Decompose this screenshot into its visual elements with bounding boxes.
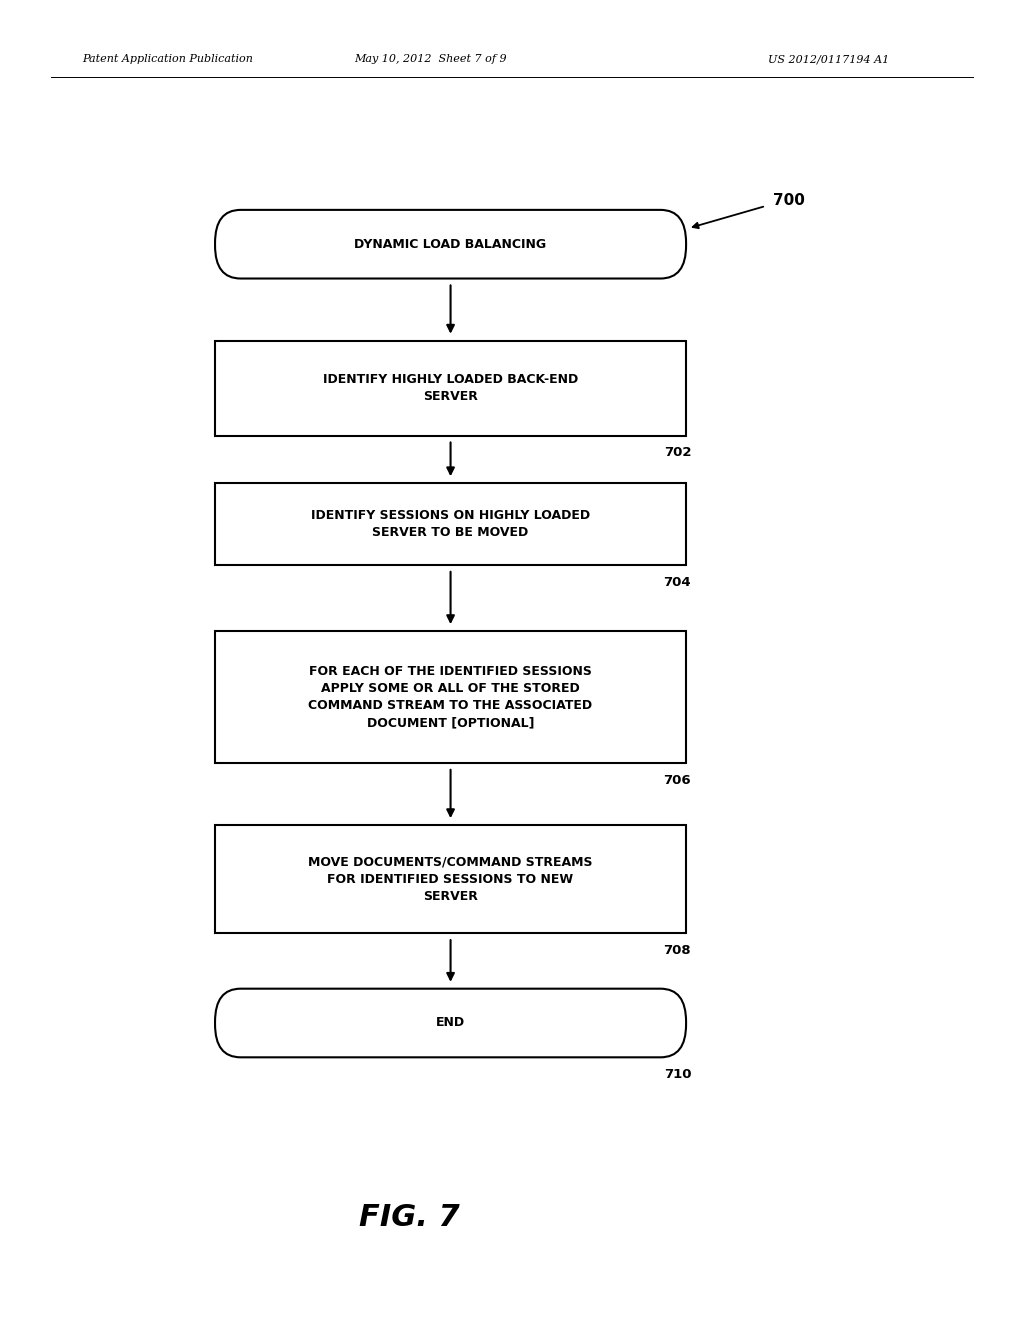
Text: 700: 700 <box>773 193 805 209</box>
Text: 708: 708 <box>664 944 691 957</box>
FancyBboxPatch shape <box>215 631 686 763</box>
Text: 710: 710 <box>664 1068 691 1081</box>
Text: 706: 706 <box>664 774 691 787</box>
FancyBboxPatch shape <box>215 825 686 933</box>
Text: 702: 702 <box>664 446 691 459</box>
Text: FOR EACH OF THE IDENTIFIED SESSIONS
APPLY SOME OR ALL OF THE STORED
COMMAND STRE: FOR EACH OF THE IDENTIFIED SESSIONS APPL… <box>308 665 593 729</box>
FancyBboxPatch shape <box>215 210 686 279</box>
Text: MOVE DOCUMENTS/COMMAND STREAMS
FOR IDENTIFIED SESSIONS TO NEW
SERVER: MOVE DOCUMENTS/COMMAND STREAMS FOR IDENT… <box>308 855 593 903</box>
Text: 704: 704 <box>664 576 691 589</box>
Text: Patent Application Publication: Patent Application Publication <box>82 54 253 65</box>
Text: May 10, 2012  Sheet 7 of 9: May 10, 2012 Sheet 7 of 9 <box>353 54 507 65</box>
FancyBboxPatch shape <box>215 989 686 1057</box>
Text: US 2012/0117194 A1: US 2012/0117194 A1 <box>768 54 889 65</box>
FancyBboxPatch shape <box>215 483 686 565</box>
Text: IDENTIFY HIGHLY LOADED BACK-END
SERVER: IDENTIFY HIGHLY LOADED BACK-END SERVER <box>323 374 579 403</box>
Text: FIG. 7: FIG. 7 <box>359 1203 460 1232</box>
Text: DYNAMIC LOAD BALANCING: DYNAMIC LOAD BALANCING <box>354 238 547 251</box>
Text: END: END <box>436 1016 465 1030</box>
FancyBboxPatch shape <box>215 341 686 436</box>
Text: IDENTIFY SESSIONS ON HIGHLY LOADED
SERVER TO BE MOVED: IDENTIFY SESSIONS ON HIGHLY LOADED SERVE… <box>311 510 590 539</box>
